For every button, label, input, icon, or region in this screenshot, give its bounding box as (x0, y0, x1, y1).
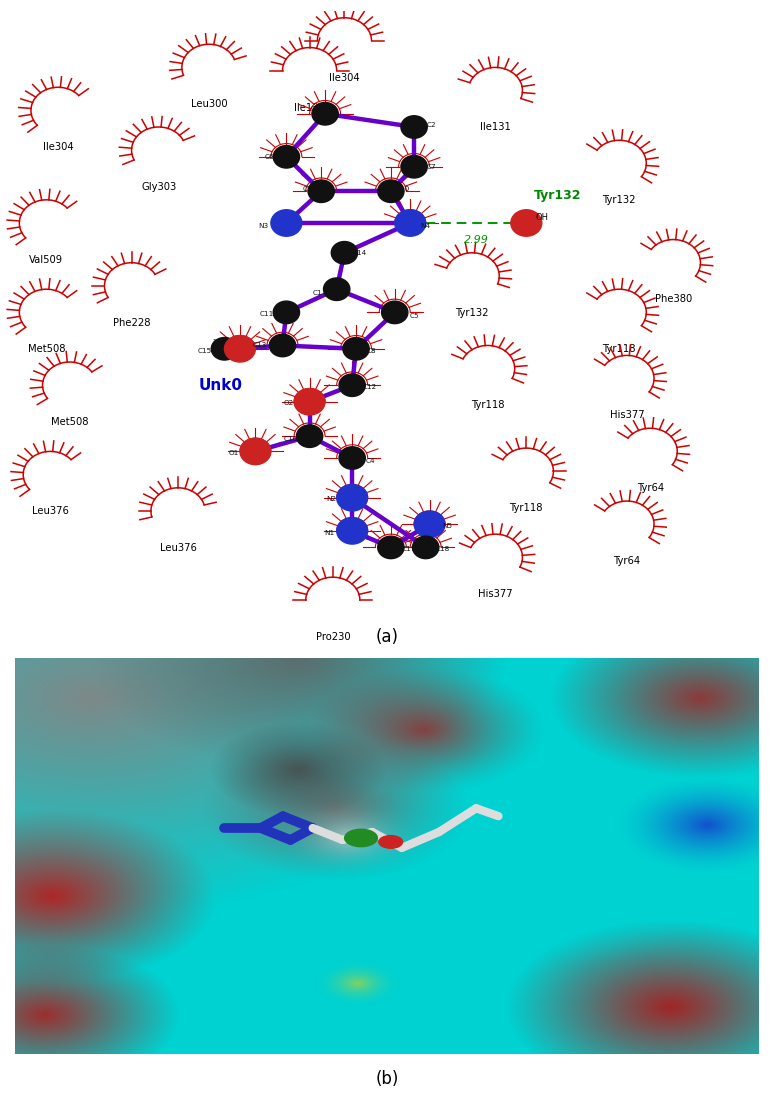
Text: N5: N5 (442, 523, 453, 530)
Text: Tyr132: Tyr132 (455, 308, 489, 318)
Text: Tyr118: Tyr118 (471, 400, 505, 410)
Text: C12: C12 (363, 385, 377, 390)
Circle shape (339, 447, 365, 469)
Text: Gly303: Gly303 (141, 182, 176, 192)
Circle shape (378, 536, 404, 559)
Circle shape (240, 438, 271, 465)
Text: Leu376: Leu376 (159, 543, 197, 553)
Text: N3: N3 (258, 223, 269, 230)
Circle shape (273, 301, 300, 323)
Text: Leu376: Leu376 (32, 506, 69, 516)
Text: OH: OH (536, 213, 549, 222)
Circle shape (378, 180, 404, 203)
Circle shape (269, 334, 296, 357)
Circle shape (414, 511, 445, 537)
Text: C6: C6 (265, 154, 274, 159)
Text: Ile304: Ile304 (43, 143, 74, 153)
Circle shape (308, 180, 334, 203)
Circle shape (337, 517, 368, 544)
Text: C4: C4 (365, 458, 375, 464)
Circle shape (296, 425, 323, 447)
Text: C14: C14 (353, 250, 367, 255)
Text: C8: C8 (367, 348, 376, 353)
Text: C18: C18 (436, 546, 450, 552)
Text: Phe228: Phe228 (113, 318, 150, 328)
Circle shape (211, 338, 238, 360)
Text: C17: C17 (402, 546, 416, 552)
Circle shape (224, 336, 255, 362)
Text: C9: C9 (303, 185, 312, 192)
Circle shape (395, 210, 426, 236)
Text: Met508: Met508 (28, 345, 65, 355)
Text: C7: C7 (427, 164, 437, 169)
Text: Phe380: Phe380 (655, 294, 692, 304)
Circle shape (401, 116, 427, 138)
Circle shape (511, 210, 542, 236)
Text: N4: N4 (420, 223, 431, 230)
Text: N2: N2 (326, 496, 337, 502)
Text: C3: C3 (310, 106, 320, 113)
Text: (a): (a) (375, 628, 399, 646)
Circle shape (401, 155, 427, 178)
Circle shape (312, 103, 338, 125)
Text: Unk0: Unk0 (199, 378, 242, 392)
Text: Met508: Met508 (51, 417, 88, 427)
Circle shape (273, 146, 300, 168)
Circle shape (324, 278, 350, 300)
Text: C15: C15 (198, 348, 212, 353)
Text: Tyr132: Tyr132 (602, 195, 636, 205)
Text: Ile131: Ile131 (294, 103, 325, 113)
Text: C13: C13 (252, 342, 266, 349)
Text: Tyr64: Tyr64 (613, 556, 641, 566)
Circle shape (339, 374, 365, 397)
Text: Ile131: Ile131 (480, 123, 511, 133)
Text: Pro230: Pro230 (316, 632, 350, 642)
Circle shape (331, 242, 358, 264)
Text: C1: C1 (313, 290, 322, 295)
Text: Tyr118: Tyr118 (509, 503, 543, 513)
Circle shape (382, 301, 408, 323)
Text: Tyr132: Tyr132 (534, 188, 581, 202)
Text: O1: O1 (228, 450, 239, 456)
Text: C10: C10 (396, 185, 409, 192)
Text: Tyr64: Tyr64 (636, 483, 664, 493)
Circle shape (337, 485, 368, 511)
Text: Leu300: Leu300 (190, 99, 228, 109)
Text: Val509: Val509 (29, 255, 63, 264)
Text: Ile304: Ile304 (329, 72, 360, 83)
Circle shape (344, 830, 378, 846)
Text: C11: C11 (260, 311, 274, 318)
Circle shape (378, 835, 402, 849)
Text: C16: C16 (283, 436, 297, 443)
Circle shape (343, 338, 369, 360)
Circle shape (294, 388, 325, 415)
Text: (b): (b) (375, 1070, 399, 1088)
Text: C2: C2 (427, 122, 437, 128)
Text: 2.99: 2.99 (464, 234, 488, 244)
Text: Tyr118: Tyr118 (602, 345, 636, 355)
Circle shape (413, 536, 439, 559)
Text: O2: O2 (283, 400, 294, 406)
Text: His377: His377 (478, 589, 512, 599)
Circle shape (271, 210, 302, 236)
Text: C5: C5 (409, 312, 419, 319)
Text: N1: N1 (324, 530, 334, 536)
Text: His377: His377 (610, 410, 644, 420)
